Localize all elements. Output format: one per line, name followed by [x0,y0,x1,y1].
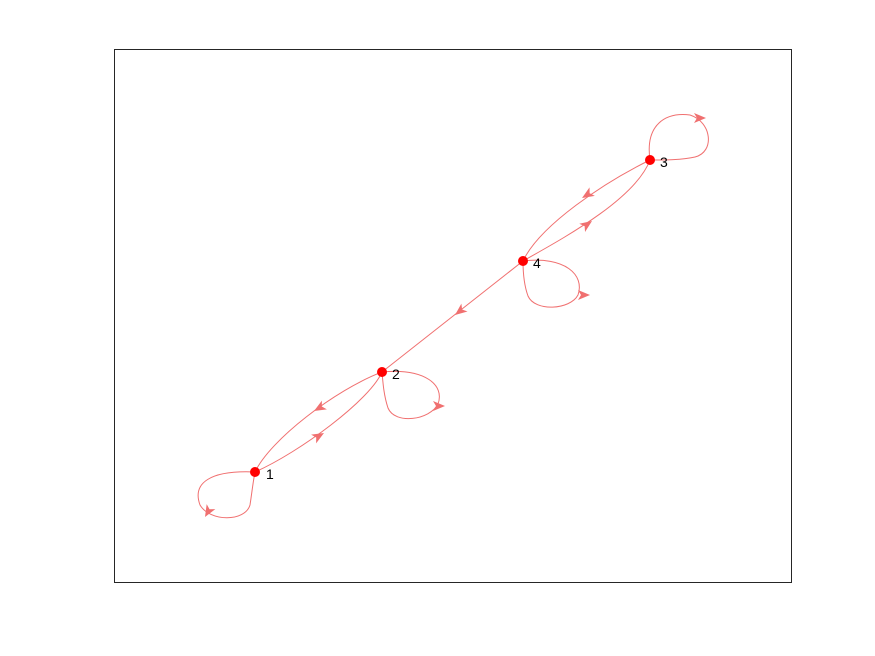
edge-2-1 [254,371,383,473]
arrowhead-edge-3-4 [582,187,595,198]
arrowhead-edge-2-2 [433,401,445,411]
node-2 [377,367,387,377]
arrowhead-edge-3-3 [694,113,706,123]
edge-4-2 [381,260,524,373]
node-3 [645,155,655,165]
arrowhead-edge-4-4 [578,290,590,300]
arrowhead-edge-4-2 [455,303,468,315]
edge-4-4 [522,259,580,308]
edges-layer [197,114,709,519]
labels-layer: 1 2 3 4 [266,154,668,482]
arrows-layer [205,113,706,517]
arrowhead-edge-1-2 [311,433,324,444]
node-label-2: 2 [392,366,400,382]
node-label-3: 3 [660,154,668,170]
node-label-1: 1 [266,466,274,482]
node-label-4: 4 [533,255,541,271]
arrowhead-edge-1-1 [205,504,216,517]
edge-1-2 [254,371,383,473]
arrowhead-edge-2-1 [314,400,327,411]
edge-3-4 [522,159,651,262]
nodes-layer [250,155,655,477]
node-1 [250,467,260,477]
node-4 [518,256,528,266]
edge-3-3 [648,114,709,161]
edge-2-2 [381,370,440,420]
edge-1-1 [197,471,256,519]
edge-4-3 [522,159,651,262]
arrowhead-edge-4-3 [579,221,592,232]
